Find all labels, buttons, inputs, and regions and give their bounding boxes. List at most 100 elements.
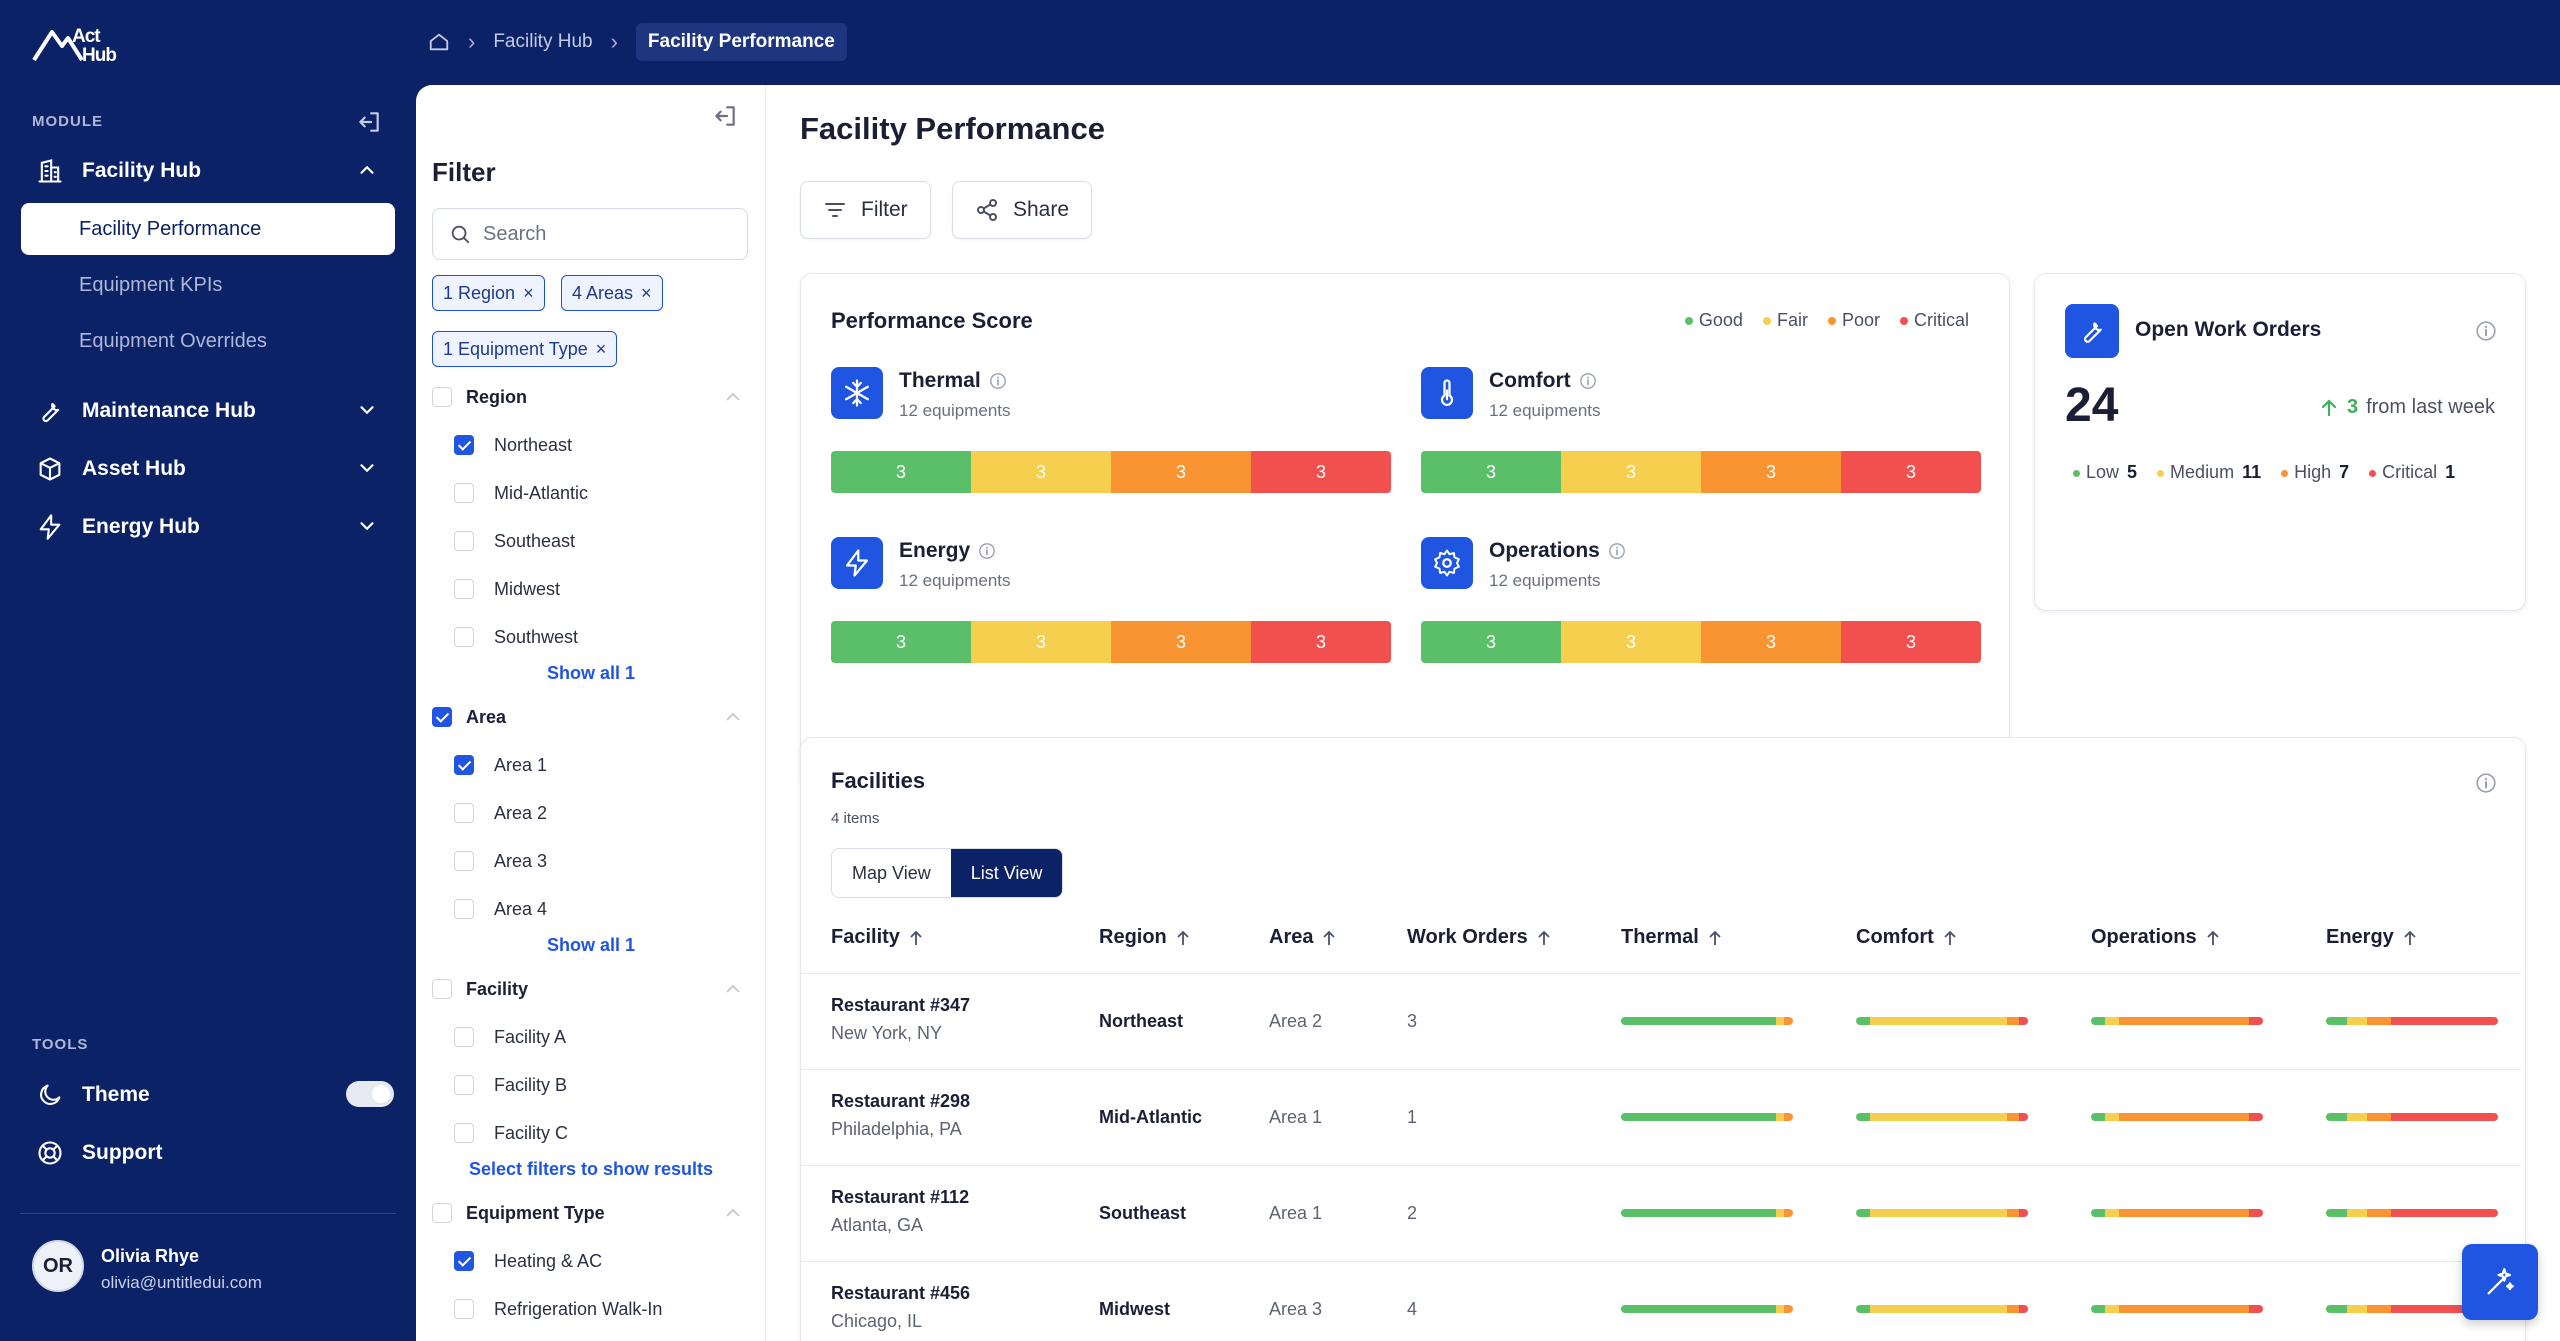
option-area-1[interactable]: Area 1 [454, 750, 547, 780]
option-midwest[interactable]: Midwest [454, 574, 560, 604]
table-row[interactable]: Restaurant #298 Philadelphia, PA Mid-Atlan… [801, 1069, 2521, 1165]
column-operations[interactable]: Operations [2091, 926, 2221, 949]
segment-fair[interactable]: 3 [1561, 451, 1701, 493]
option-northeast[interactable]: Northeast [454, 430, 572, 460]
chevron-down-icon[interactable] [356, 515, 378, 537]
chevron-down-icon[interactable] [356, 399, 378, 421]
checkbox[interactable] [432, 707, 452, 727]
segment-good[interactable]: 3 [831, 451, 971, 493]
chip-region[interactable]: 1 Region × [432, 275, 545, 311]
checkbox[interactable] [454, 803, 474, 823]
segment-poor[interactable]: 3 [1111, 451, 1251, 493]
chevron-down-icon[interactable] [356, 457, 378, 479]
option-area-2[interactable]: Area 2 [454, 798, 547, 828]
thermal-score-bar[interactable] [1621, 1209, 1793, 1217]
thermal-score-bar[interactable] [1621, 1305, 1793, 1313]
info-icon[interactable] [2475, 320, 2497, 342]
segment-fair[interactable]: 3 [1561, 621, 1701, 663]
operations-score-bar[interactable] [2091, 1017, 2263, 1025]
checkbox[interactable] [454, 899, 474, 919]
list-view-tab[interactable]: List View [950, 849, 1063, 897]
segment-good[interactable]: 3 [1421, 621, 1561, 663]
checkbox[interactable] [454, 483, 474, 503]
table-row[interactable]: Restaurant #112 Atlanta, GA Southeast Area … [801, 1165, 2521, 1261]
avatar[interactable]: OR [32, 1240, 84, 1292]
nav-asset-hub[interactable]: Asset Hub [20, 443, 396, 495]
collapse-sidebar-icon[interactable] [356, 109, 382, 135]
show-all-area-link[interactable]: Show all 1 [546, 935, 636, 955]
chip-equipment-type[interactable]: 1 Equipment Type × [432, 331, 618, 367]
nav-facility-performance[interactable]: Facility Performance [21, 203, 395, 255]
tool-theme[interactable]: Theme [20, 1069, 396, 1121]
option-facility-a[interactable]: Facility A [454, 1022, 566, 1052]
close-icon[interactable]: × [641, 282, 652, 303]
comfort-score-bar[interactable] [1856, 1113, 2028, 1121]
tool-support[interactable]: Support [20, 1127, 396, 1179]
metric-energy[interactable]: Energy 12 equipments 3 3 3 3 [831, 537, 1391, 687]
option-facility-c[interactable]: Facility C [454, 1118, 568, 1148]
energy-score-bar[interactable] [2326, 1017, 2498, 1025]
energy-score-bar[interactable] [2326, 1305, 2498, 1313]
segment-poor[interactable]: 3 [1701, 621, 1841, 663]
segment-good[interactable]: 3 [831, 621, 971, 663]
segment-poor[interactable]: 3 [1701, 451, 1841, 493]
chevron-up-icon[interactable] [724, 710, 742, 724]
checkbox[interactable] [454, 579, 474, 599]
nav-equipment-overrides[interactable]: Equipment Overrides [79, 329, 267, 352]
show-all-region-link[interactable]: Show all 1 [546, 663, 636, 683]
filter-search-input[interactable]: Search [432, 208, 748, 260]
nav-equipment-kpis[interactable]: Equipment KPIs [79, 273, 223, 296]
column-energy[interactable]: Energy [2326, 926, 2418, 949]
checkbox[interactable] [432, 1203, 452, 1223]
info-icon[interactable] [1579, 372, 1597, 390]
close-icon[interactable]: × [595, 338, 607, 359]
operations-score-bar[interactable] [2091, 1209, 2263, 1217]
home-icon[interactable] [428, 31, 450, 53]
checkbox[interactable] [454, 1123, 474, 1143]
info-icon[interactable] [1608, 542, 1626, 560]
energy-score-bar[interactable] [2326, 1113, 2498, 1121]
breadcrumb-facility-hub[interactable]: Facility Hub [493, 31, 593, 52]
segment-fair[interactable]: 3 [971, 621, 1111, 663]
option-mid-atlantic[interactable]: Mid-Atlantic [454, 478, 588, 508]
column-work-orders[interactable]: Work Orders [1407, 926, 1552, 949]
option-heating-ac[interactable]: Heating & AC [454, 1246, 602, 1276]
segment-fair[interactable]: 3 [971, 451, 1111, 493]
option-area-3[interactable]: Area 3 [454, 846, 547, 876]
segment-critical[interactable]: 3 [1251, 621, 1391, 663]
close-icon[interactable]: × [523, 282, 534, 303]
checkbox[interactable] [432, 387, 452, 407]
checkbox[interactable] [454, 851, 474, 871]
share-button[interactable]: Share [952, 181, 1093, 239]
operations-score-bar[interactable] [2091, 1113, 2263, 1121]
theme-toggle[interactable] [346, 1081, 394, 1107]
checkbox[interactable] [454, 755, 474, 775]
option-area-4[interactable]: Area 4 [454, 894, 547, 924]
open-work-orders-card[interactable]: Open Work Orders 24 3 from last week Low… [2034, 273, 2526, 611]
checkbox[interactable] [454, 435, 474, 455]
checkbox[interactable] [454, 531, 474, 551]
chevron-up-icon[interactable] [724, 982, 742, 996]
checkbox[interactable] [454, 1251, 474, 1271]
metric-thermal[interactable]: Thermal 12 equipments 3 3 3 3 [831, 367, 1391, 517]
comfort-score-bar[interactable] [1856, 1017, 2028, 1025]
segment-critical[interactable]: 3 [1251, 451, 1391, 493]
energy-score-bar[interactable] [2326, 1209, 2498, 1217]
metric-operations[interactable]: Operations 12 equipments 3 3 3 3 [1421, 537, 1981, 687]
group-area[interactable]: Area [432, 702, 748, 732]
table-row[interactable]: Restaurant #456 Chicago, IL Midwest Area 3 4 [801, 1261, 2521, 1341]
metric-comfort[interactable]: Comfort 12 equipments 3 3 3 3 [1421, 367, 1981, 517]
option-southwest[interactable]: Southwest [454, 622, 578, 652]
option-facility-b[interactable]: Facility B [454, 1070, 567, 1100]
nav-facility-hub[interactable]: Facility Hub [20, 145, 396, 197]
checkbox[interactable] [454, 1027, 474, 1047]
column-area[interactable]: Area [1269, 926, 1337, 949]
group-region[interactable]: Region [432, 382, 748, 412]
checkbox[interactable] [432, 979, 452, 999]
column-region[interactable]: Region [1099, 926, 1191, 949]
info-icon[interactable] [989, 372, 1007, 390]
collapse-filter-icon[interactable] [712, 103, 738, 129]
nav-maintenance-hub[interactable]: Maintenance Hub [20, 385, 396, 437]
chip-areas[interactable]: 4 Areas × [561, 275, 663, 311]
column-thermal[interactable]: Thermal [1621, 926, 1723, 949]
